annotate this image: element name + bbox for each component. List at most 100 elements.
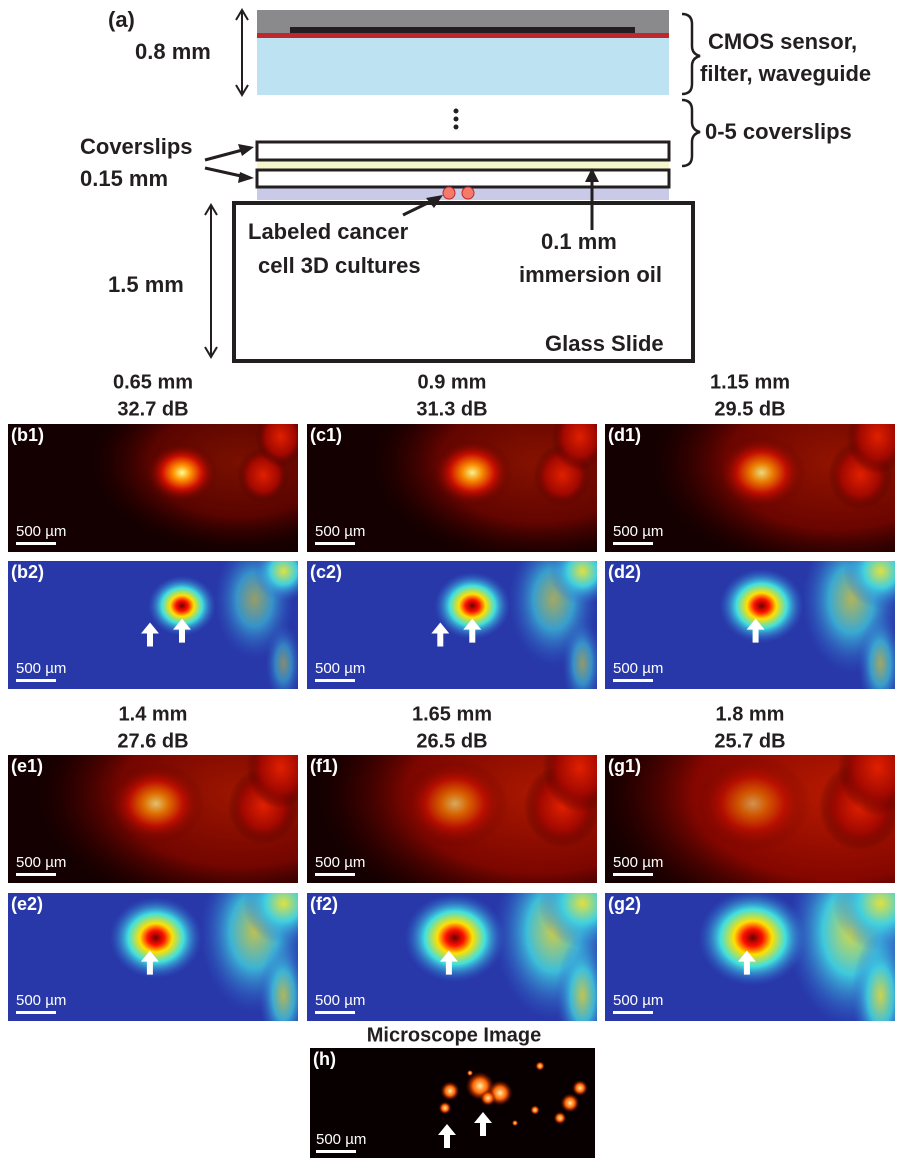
- layer-label: cell 3D cultures: [258, 253, 421, 278]
- spark: [512, 1120, 518, 1126]
- scale-bar-label: 500 µm: [315, 854, 365, 871]
- layer-label: 0.1 mm: [541, 229, 617, 254]
- cell: [462, 187, 474, 199]
- panel-label: (h): [313, 1049, 336, 1069]
- glow: [852, 931, 908, 1059]
- ellipsis-dot: [454, 109, 459, 114]
- dimension-label: 0.15 mm: [80, 166, 168, 191]
- brace: [682, 14, 700, 94]
- layer-label: filter, waveguide: [700, 61, 871, 86]
- scale-bar-label: 500 µm: [16, 660, 66, 677]
- panel-label: (e1): [11, 756, 43, 776]
- scale-bar: [613, 873, 653, 876]
- glow: [699, 890, 808, 986]
- layer-label: Labeled cancer: [248, 219, 409, 244]
- glow: [256, 407, 306, 467]
- psnr-label: 27.6 dB: [117, 730, 188, 752]
- glow: [247, 727, 315, 809]
- glow: [405, 893, 506, 982]
- scale-bar: [315, 1011, 355, 1014]
- panel-label: (e2): [11, 894, 43, 914]
- psnr-label: 31.3 dB: [416, 398, 487, 420]
- panel-label: (c2): [310, 562, 342, 582]
- distance-label: 0.65 mm: [113, 371, 193, 393]
- ellipsis-dot: [454, 117, 459, 122]
- panel-label: (a): [108, 7, 135, 32]
- glow: [858, 614, 903, 713]
- spark: [530, 1105, 540, 1115]
- distance-label: 1.4 mm: [119, 703, 188, 725]
- dimension-arrow: [236, 10, 248, 95]
- scale-bar-label: 500 µm: [16, 854, 66, 871]
- glow: [432, 439, 513, 506]
- spark: [440, 1081, 459, 1100]
- scale-bar: [16, 873, 56, 876]
- panel-label: (b2): [11, 562, 44, 582]
- scale-bar-label: 500 µm: [315, 660, 365, 677]
- filter: [257, 33, 669, 38]
- glow: [110, 897, 202, 979]
- pointer-head: [238, 144, 254, 183]
- scale-bar: [16, 542, 56, 545]
- layer-label: Coverslips: [80, 134, 193, 159]
- psnr-label: 26.5 dB: [416, 730, 487, 752]
- image-processed: [8, 539, 314, 703]
- cell: [443, 187, 455, 199]
- scale-bar: [613, 1011, 653, 1014]
- panel-label: (d1): [608, 425, 641, 445]
- spark: [554, 1112, 567, 1125]
- panel-label: (g1): [608, 756, 641, 776]
- dimension-label: 1.5 mm: [108, 272, 184, 297]
- scale-bar: [16, 1011, 56, 1014]
- glow: [259, 941, 308, 1050]
- scale-bar-label: 500 µm: [613, 854, 663, 871]
- scale-bar-label: 500 µm: [16, 992, 66, 1009]
- glow: [847, 400, 908, 474]
- spark: [572, 1080, 588, 1096]
- psnr-label: 29.5 dB: [714, 398, 785, 420]
- glow: [717, 435, 806, 509]
- microscope-title: Microscope Image: [367, 1024, 542, 1046]
- sensor-chip: [290, 27, 635, 33]
- page: {"diagram": {"label": "(a)", "sensor_thi…: [0, 0, 908, 1169]
- psnr-label: 32.7 dB: [117, 398, 188, 420]
- panel-label: (f2): [310, 894, 338, 914]
- waveguide: [257, 38, 669, 95]
- layer-label: immersion oil: [519, 262, 662, 287]
- glow: [402, 759, 509, 848]
- brace: [682, 100, 700, 166]
- scale-bar-label: 500 µm: [315, 523, 365, 540]
- dimension-label: 0.8 mm: [135, 39, 211, 64]
- glow: [719, 569, 803, 643]
- coverslip: [257, 142, 669, 160]
- scale-bar-label: 500 µm: [613, 523, 663, 540]
- glow: [695, 756, 810, 852]
- glow: [266, 623, 302, 703]
- panel-label: (d2): [608, 562, 641, 582]
- panel-label: (c1): [310, 425, 342, 445]
- glow: [562, 619, 602, 709]
- image-processed: [605, 525, 908, 713]
- scale-bar: [316, 1150, 356, 1153]
- diagram: (a) 0.8 mm CMOS sensor, filter, waveguid…: [80, 7, 871, 361]
- scale-bar: [16, 679, 56, 682]
- spark: [467, 1070, 473, 1076]
- ellipsis-dot: [454, 125, 459, 130]
- spark: [439, 1102, 452, 1115]
- spark: [480, 1090, 496, 1106]
- scale-bar: [315, 873, 355, 876]
- distance-label: 1.8 mm: [716, 703, 785, 725]
- scale-bar-label: 500 µm: [16, 523, 66, 540]
- distance-label: 1.65 mm: [412, 703, 492, 725]
- panel-label: (g2): [608, 894, 641, 914]
- panel-label: (f1): [310, 756, 338, 776]
- scale-bar-label: 500 µm: [613, 660, 663, 677]
- glow: [146, 443, 218, 503]
- scale-bar-label: 500 µm: [316, 1131, 366, 1148]
- coverslip: [257, 170, 669, 187]
- scale-bar: [315, 542, 355, 545]
- panel-label: (b1): [11, 425, 44, 445]
- spark: [560, 1093, 579, 1112]
- microscope-panel: (h) 500 µm: [310, 1048, 595, 1158]
